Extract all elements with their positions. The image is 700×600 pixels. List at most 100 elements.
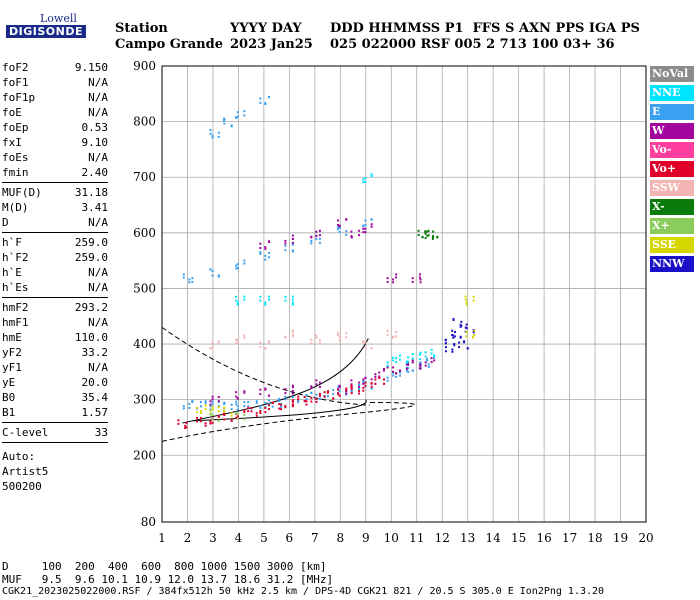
param-row-mufd: MUF(D) 31.18 bbox=[2, 185, 108, 200]
data-point-w bbox=[217, 400, 220, 403]
data-point-e bbox=[191, 280, 194, 283]
data-point-sse bbox=[204, 404, 207, 407]
data-point-ssw bbox=[211, 341, 214, 344]
data-point-w bbox=[358, 234, 361, 237]
data-point-vo bbox=[223, 418, 226, 421]
data-point-x bbox=[424, 237, 427, 240]
data-point-e bbox=[310, 242, 313, 245]
data-point-w bbox=[217, 396, 220, 399]
data-point-e bbox=[236, 115, 239, 118]
data-point-e bbox=[235, 116, 238, 119]
legend-item-ssw: SSW bbox=[650, 180, 694, 196]
data-point-e bbox=[305, 398, 308, 401]
data-point-e bbox=[255, 400, 258, 403]
data-point-w bbox=[407, 363, 410, 366]
data-point-vo bbox=[297, 398, 300, 401]
data-point-sse bbox=[465, 301, 468, 304]
data-point-nnw bbox=[458, 341, 461, 344]
legend-item-e: E bbox=[650, 104, 694, 120]
data-point-w bbox=[235, 395, 238, 398]
data-point-ssw bbox=[291, 333, 294, 336]
data-point-vo bbox=[278, 407, 281, 410]
data-point-e bbox=[243, 401, 246, 404]
param-row-foe: foE N/A bbox=[2, 105, 108, 120]
data-point-vo bbox=[358, 392, 361, 395]
data-point-ssw bbox=[291, 335, 294, 338]
param-row-fof1: foF1 N/A bbox=[2, 75, 108, 90]
data-point-vo bbox=[184, 426, 187, 429]
param-value: 3.41 bbox=[81, 201, 109, 214]
data-point-w bbox=[370, 378, 373, 381]
header-date-value: 2023 Jan25 bbox=[230, 37, 313, 52]
data-point-e bbox=[235, 264, 238, 267]
data-point-vo bbox=[337, 388, 340, 391]
data-point-w bbox=[350, 379, 353, 382]
data-point-e bbox=[345, 230, 348, 233]
param-row-hes: h`Es N/A bbox=[2, 280, 108, 295]
data-point-nnw bbox=[453, 330, 456, 333]
data-point-nne bbox=[284, 295, 287, 298]
data-point-w bbox=[374, 375, 377, 378]
data-point-e bbox=[318, 241, 321, 244]
data-point-w bbox=[392, 278, 395, 281]
data-point-ssw bbox=[315, 334, 318, 337]
data-point-vo bbox=[350, 384, 353, 387]
param-row-foes: foEs N/A bbox=[2, 150, 108, 165]
data-point-w bbox=[370, 223, 373, 226]
data-point-ssw bbox=[386, 333, 389, 336]
data-point-e bbox=[199, 405, 202, 408]
data-point-vo bbox=[217, 415, 220, 418]
data-point-w bbox=[418, 273, 421, 276]
data-point-ssw bbox=[362, 341, 365, 344]
data-point-vo bbox=[291, 405, 294, 408]
data-point-w bbox=[395, 276, 398, 279]
data-point-vo bbox=[305, 403, 308, 406]
data-point-sse bbox=[199, 411, 202, 414]
data-point-vo bbox=[323, 395, 326, 398]
data-point-x bbox=[243, 413, 246, 416]
data-point-sse bbox=[473, 333, 476, 336]
data-point-nne bbox=[264, 301, 267, 304]
data-point-w bbox=[345, 392, 348, 395]
data-point-nnw bbox=[463, 341, 466, 344]
data-point-nne bbox=[243, 298, 246, 301]
data-point-w bbox=[407, 362, 410, 365]
param-label: hmF2 bbox=[2, 301, 29, 314]
data-point-e bbox=[407, 370, 410, 373]
data-point-ssw bbox=[318, 342, 321, 345]
data-point-w bbox=[382, 369, 385, 372]
data-point-vo bbox=[364, 384, 367, 387]
data-point-vo bbox=[310, 396, 313, 399]
x-tick-label: 17 bbox=[562, 531, 577, 545]
data-point-e bbox=[337, 226, 340, 229]
data-point-e bbox=[230, 408, 233, 411]
data-point-w bbox=[350, 383, 353, 386]
data-point-w bbox=[291, 241, 294, 244]
data-point-ssw bbox=[315, 336, 318, 339]
param-value: 293.2 bbox=[74, 301, 108, 314]
data-point-nnw bbox=[444, 350, 447, 353]
data-point-ssw bbox=[345, 332, 348, 335]
data-point-w bbox=[362, 378, 365, 381]
data-point-e bbox=[425, 357, 428, 360]
data-point-ssw bbox=[291, 330, 294, 333]
y-tick-label: 200 bbox=[133, 448, 156, 462]
data-point-e bbox=[332, 389, 335, 392]
data-point-nne bbox=[407, 360, 410, 363]
data-point-vo bbox=[236, 415, 239, 418]
data-point-x bbox=[427, 234, 430, 237]
data-point-e bbox=[191, 401, 194, 404]
data-point-ssw bbox=[235, 342, 238, 345]
x-tick-label: 1 bbox=[158, 531, 166, 545]
x-tick-label: 15 bbox=[511, 531, 526, 545]
param-value: N/A bbox=[88, 281, 108, 294]
data-point-vo bbox=[382, 378, 385, 381]
data-point-w bbox=[337, 223, 340, 226]
data-point-vo bbox=[271, 402, 274, 405]
data-point-sse bbox=[196, 411, 199, 414]
data-point-e bbox=[267, 96, 270, 99]
data-point-e bbox=[223, 119, 226, 122]
data-point-w bbox=[419, 281, 422, 284]
data-point-e bbox=[211, 403, 214, 406]
data-point-vo bbox=[177, 419, 180, 422]
